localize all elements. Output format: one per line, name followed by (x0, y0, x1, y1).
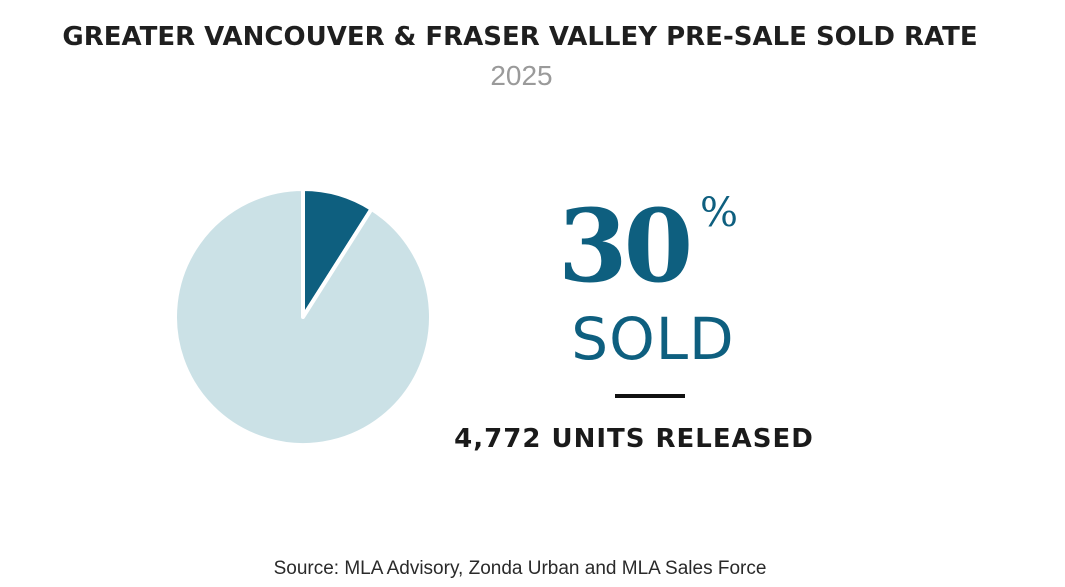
sold-label: SOLD (571, 305, 735, 373)
units-released: 4,772 UNITS RELEASED (454, 424, 814, 454)
chart-title: GREATER VANCOUVER & FRASER VALLEY PRE-SA… (62, 22, 978, 52)
divider (615, 394, 685, 398)
source-note: Source: MLA Advisory, Zonda Urban and ML… (273, 558, 767, 579)
sold-rate-stat: 30 % (548, 186, 758, 306)
pie-chart (170, 184, 436, 450)
percent-sign: % (700, 190, 739, 236)
pie-svg (173, 187, 433, 447)
pie-slice-remaining (173, 187, 433, 447)
chart-subtitle: 2025 (490, 60, 553, 91)
sold-rate-number: 30 (558, 187, 693, 305)
